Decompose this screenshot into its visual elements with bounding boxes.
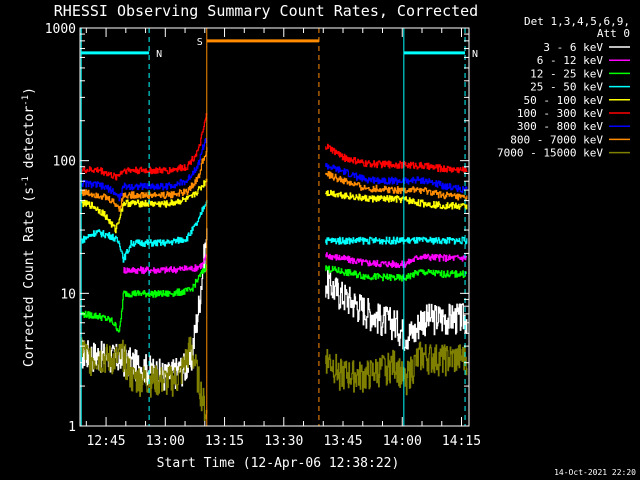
x-axis-label: Start Time (12-Apr-06 12:38:22): [157, 456, 400, 471]
marker-label: N: [472, 49, 478, 60]
series-line: [325, 189, 468, 210]
series-line: [81, 264, 208, 333]
legend-header: Att 0: [597, 27, 630, 40]
series-line: [325, 265, 467, 282]
series-line: [81, 336, 208, 422]
y-axis: 1 10 100 1000: [45, 22, 469, 435]
x-tick-label: 13:00: [146, 434, 185, 449]
legend-label: 300 - 800 keV: [517, 120, 603, 133]
legend-label: 12 - 25 keV: [530, 67, 603, 80]
marker-label: S: [197, 37, 203, 48]
y-tick-label: 1000: [45, 22, 76, 37]
series-line: [325, 236, 468, 245]
y-tick-label: 10: [60, 287, 76, 302]
series-line: [81, 147, 208, 212]
series-line: [325, 268, 468, 351]
footer-date: 14-Oct-2021 22:20: [554, 468, 636, 477]
plot-frame: [79, 27, 470, 427]
series-line: [81, 113, 208, 181]
series-line: [325, 252, 467, 268]
legend-label: 100 - 300 keV: [517, 107, 603, 120]
plot-area: N N S: [80, 28, 478, 426]
x-axis: 12:45 13:00 13:15 13:30 13:45 14:00 14:15: [85, 28, 481, 449]
series-line: [325, 171, 468, 201]
series-line: [81, 178, 208, 234]
legend-label: 800 - 7000 keV: [510, 133, 603, 146]
legend-label: 50 - 100 keV: [524, 94, 604, 107]
series-line: [81, 199, 208, 263]
series-line: [325, 163, 468, 194]
y-tick-label: 100: [53, 155, 76, 170]
x-tick-label: 14:00: [383, 434, 422, 449]
x-tick-label: 13:30: [264, 434, 303, 449]
x-tick-label: 13:15: [205, 434, 244, 449]
y-tick-label: 1: [68, 420, 76, 435]
marker-label: N: [156, 49, 162, 60]
legend-label: 6 - 12 keV: [537, 54, 604, 67]
series-line: [325, 341, 468, 396]
legend-label: 7000 - 15000 keV: [497, 147, 603, 160]
y-axis-label: Corrected Count Rate (s-1 detector-1): [21, 87, 37, 367]
x-tick-label: 13:45: [323, 434, 362, 449]
series-line: [81, 138, 208, 202]
chart-title: RHESSI Observing Summary Count Rates, Co…: [54, 2, 478, 20]
legend-header: Det 1,3,4,5,6,9,: [524, 15, 630, 28]
x-tick-label: 14:15: [442, 434, 481, 449]
series-line: [325, 143, 468, 174]
legend-label: 3 - 6 keV: [543, 41, 603, 54]
legend-label: 25 - 50 keV: [530, 81, 603, 94]
x-tick-label: 12:45: [86, 434, 125, 449]
series-line: [123, 254, 207, 275]
